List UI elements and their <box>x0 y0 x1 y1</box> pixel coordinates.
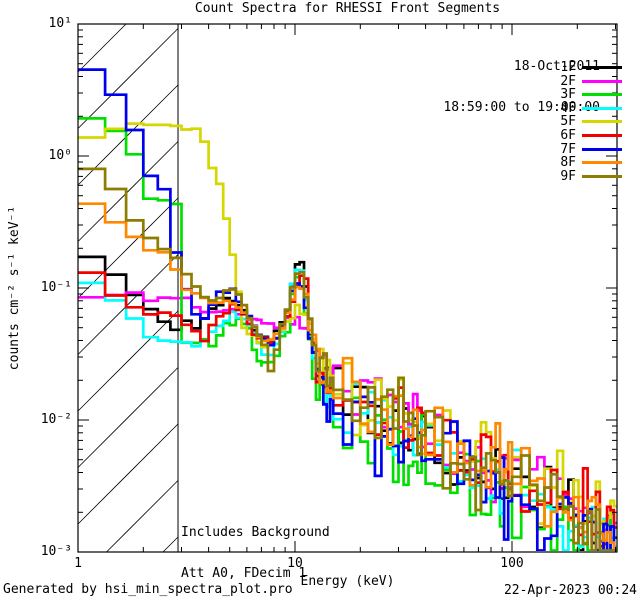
legend-color-swatch <box>582 66 622 70</box>
y-tick-label: 10⁰ <box>48 148 72 163</box>
legend-color-swatch <box>582 161 622 165</box>
annotation-attenuator: Att A0, FDecim 1 <box>181 565 307 581</box>
observation-date: 18-Oct-2011 <box>513 59 600 74</box>
generator-credit: Generated by hsi_min_spectra_plot.pro <box>3 582 293 597</box>
legend-header: 18-Oct-2011 18:59:00 to 19:00:00 <box>443 33 600 141</box>
legend-color-swatch <box>582 93 622 97</box>
legend-color-swatch <box>582 147 622 151</box>
legend-label: 8F <box>560 155 576 171</box>
y-tick-label: 10⁻² <box>40 412 72 427</box>
hatched-excluded-band <box>77 23 179 553</box>
legend-item-4F: 4F <box>560 100 622 116</box>
legend: 1F 2F 3F 4F 5F 6F 7F 8F 9F <box>560 60 622 184</box>
x-tick-label: 1 <box>74 556 82 571</box>
annotation-block: Includes Background Att A0, FDecim 1 <box>181 499 330 600</box>
legend-color-swatch <box>582 106 622 110</box>
legend-item-5F: 5F <box>560 114 622 130</box>
legend-item-2F: 2F <box>560 73 622 89</box>
legend-label: 5F <box>560 114 576 130</box>
annotation-background: Includes Background <box>181 525 330 540</box>
legend-item-1F: 1F <box>560 60 622 76</box>
legend-label: 9F <box>560 168 576 184</box>
legend-label: 1F <box>560 60 576 76</box>
y-tick-label: 10¹ <box>48 16 72 31</box>
legend-label: 6F <box>560 128 576 144</box>
series-6F <box>78 271 617 548</box>
legend-item-8F: 8F <box>560 155 622 171</box>
x-tick-label: 100 <box>500 556 524 571</box>
observation-time-range: 18:59:00 to 19:00:00 <box>443 99 600 115</box>
legend-color-swatch <box>582 120 622 124</box>
series-9F <box>78 167 617 551</box>
series-8F <box>78 202 617 551</box>
spectra-series <box>78 68 617 551</box>
axis-ticks <box>77 23 617 553</box>
legend-item-6F: 6F <box>560 128 622 144</box>
y-tick-label: 10⁻¹ <box>40 280 72 295</box>
chart-title: Count Spectra for RHESSI Front Segments <box>194 1 501 16</box>
legend-label: 2F <box>560 73 576 89</box>
legend-color-swatch <box>582 79 622 83</box>
legend-color-swatch <box>582 134 622 137</box>
legend-item-7F: 7F <box>560 141 622 157</box>
y-tick-label: 10⁻³ <box>40 544 72 559</box>
legend-label: 4F <box>560 100 576 116</box>
x-tick-label: 10 <box>287 556 303 571</box>
legend-item-9F: 9F <box>560 168 622 184</box>
legend-label: 3F <box>560 87 576 103</box>
legend-item-3F: 3F <box>560 87 622 103</box>
legend-color-swatch <box>582 174 622 178</box>
x-axis-label: Energy (keV) <box>300 574 395 589</box>
legend-label: 7F <box>560 141 576 157</box>
render-timestamp: 22-Apr-2023 00:24 <box>503 583 637 598</box>
